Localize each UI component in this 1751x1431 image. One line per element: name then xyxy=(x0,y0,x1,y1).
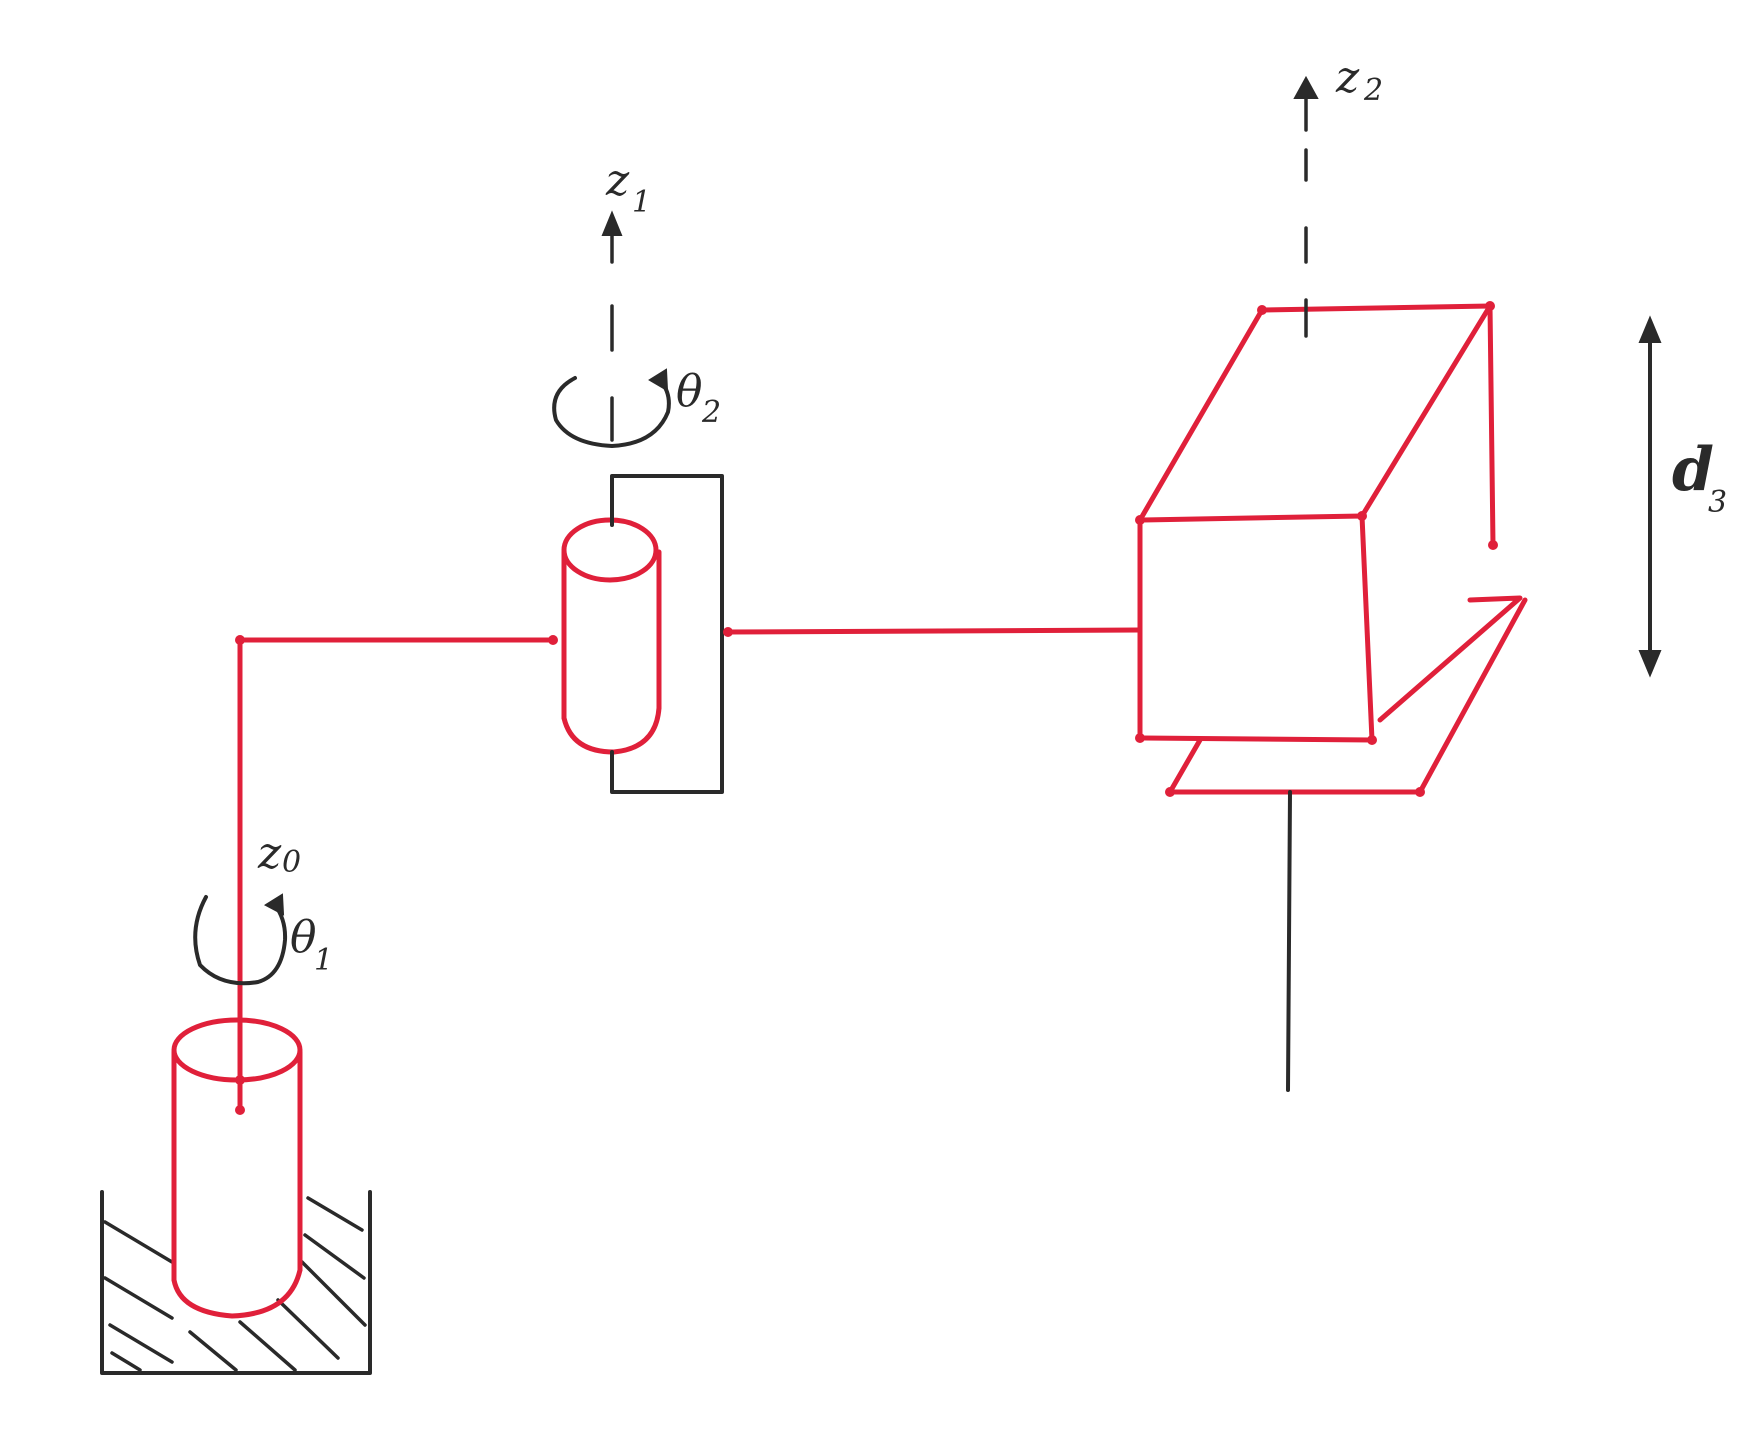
label-d3-main: d xyxy=(1672,435,1714,505)
label-theta2-main: θ xyxy=(676,366,703,417)
d3-arrowhead-top xyxy=(1638,315,1662,343)
link-2 xyxy=(725,627,1143,635)
theta1-arrowhead xyxy=(263,893,285,916)
z2-axis xyxy=(1293,75,1319,338)
label-theta1: θ 1 xyxy=(290,912,333,978)
joint-2-cylinder xyxy=(561,517,662,755)
label-theta1-main: θ xyxy=(290,912,317,963)
label-z1: z 1 xyxy=(605,155,651,220)
label-theta2: θ 2 xyxy=(676,366,721,430)
base-frame xyxy=(100,1190,372,1375)
label-d3-sub: 3 xyxy=(1708,485,1727,520)
slider-plate-right xyxy=(1377,595,1523,723)
slider-plate-front xyxy=(1167,597,1528,795)
label-theta1-sub: 1 xyxy=(314,943,333,978)
base-cylinder-top xyxy=(171,1017,303,1083)
label-z2-sub: 2 xyxy=(1363,73,1383,108)
joint-2-bracket xyxy=(610,474,724,794)
label-z2: z 2 xyxy=(1335,52,1383,108)
joint-1-rotation-arrow xyxy=(193,893,288,986)
label-z0-sub: 0 xyxy=(282,845,301,880)
label-theta2-sub: 2 xyxy=(701,395,721,430)
bracket-outline xyxy=(610,474,724,794)
label-z1-sub: 1 xyxy=(632,185,651,220)
ground-hatching xyxy=(103,1196,367,1372)
label-d3: d 3 xyxy=(1672,435,1727,520)
d3-arrowhead-bottom xyxy=(1638,650,1662,678)
box-right-edge xyxy=(1487,303,1496,548)
theta2-arrowhead xyxy=(648,368,669,392)
end-effector-rod xyxy=(1286,790,1292,1092)
link-2-line xyxy=(725,627,1143,635)
joint-2-rotation-arrow xyxy=(552,368,671,448)
joint-dots xyxy=(235,301,1498,1115)
base-cylinder xyxy=(171,1017,303,1319)
z1-arrowhead xyxy=(601,210,623,236)
label-z2-main: z xyxy=(1335,52,1360,103)
box-front-face xyxy=(1137,513,1375,743)
d3-translation-arrow xyxy=(1638,315,1662,678)
slider-plate xyxy=(1167,595,1528,795)
prismatic-box xyxy=(1137,303,1496,743)
label-z1-main: z xyxy=(605,155,630,206)
rod-line xyxy=(1286,790,1292,1092)
ground-base xyxy=(100,1190,372,1375)
joint-2-cylinder-top xyxy=(561,517,659,583)
z1-axis xyxy=(601,210,623,442)
label-z0-main: z xyxy=(257,828,282,879)
z2-arrowhead xyxy=(1293,75,1319,99)
box-top-face xyxy=(1137,303,1493,523)
label-z0: z 0 xyxy=(257,828,301,880)
